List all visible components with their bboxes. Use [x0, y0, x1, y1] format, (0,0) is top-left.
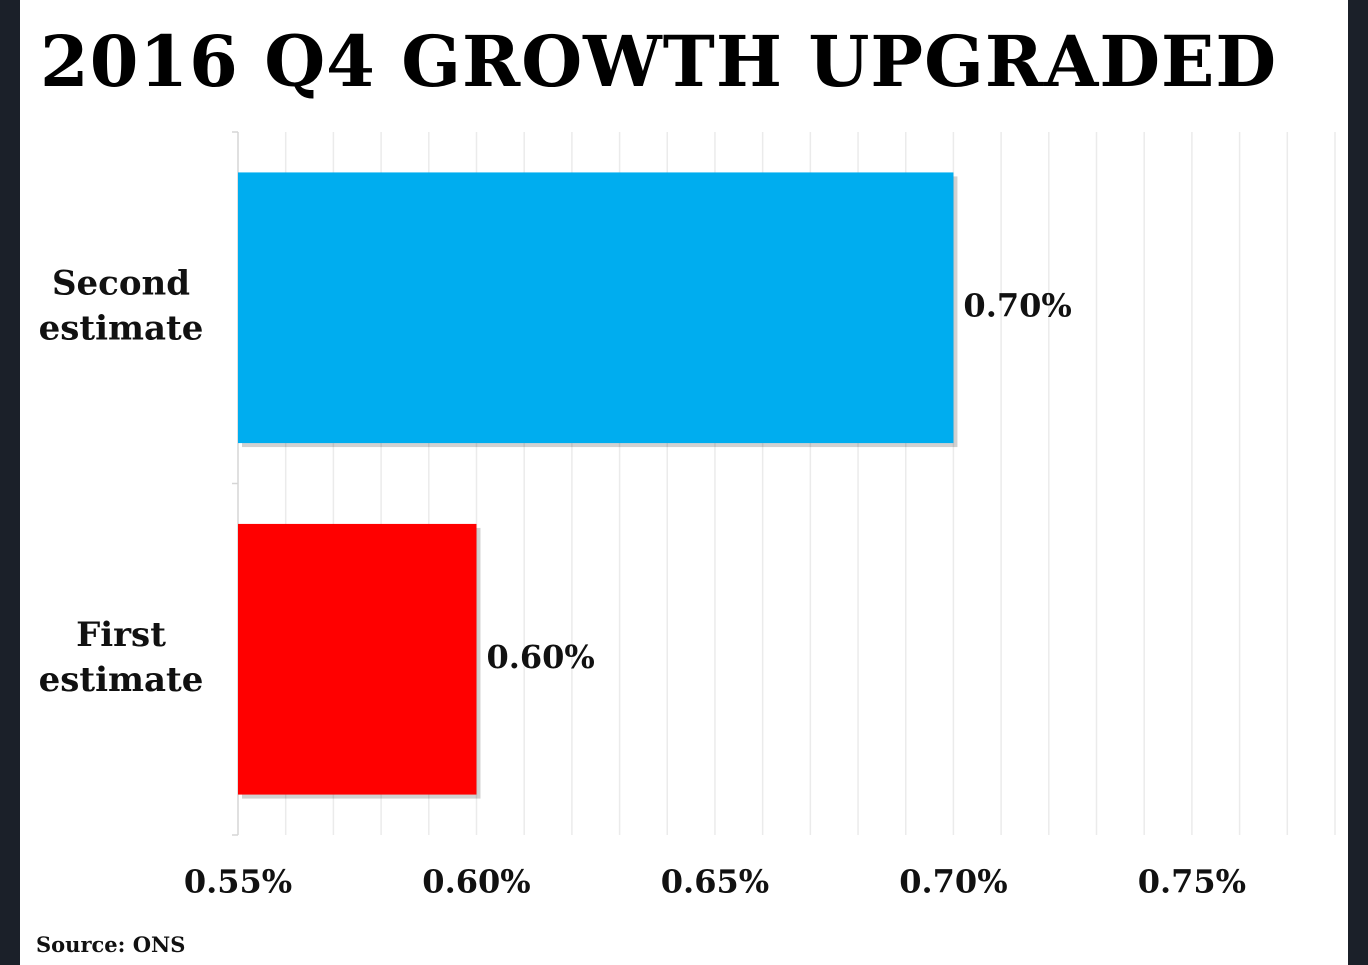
x-tick-label: 0.70%: [899, 863, 1007, 901]
chart-card: [20, 0, 1348, 965]
category-label: estimate: [39, 660, 204, 700]
bars: [238, 172, 958, 799]
x-tick-label: 0.75%: [1138, 863, 1246, 901]
y-axis: [232, 131, 239, 836]
x-tick-label: 0.60%: [422, 863, 530, 901]
category-label: First: [76, 615, 166, 655]
data-label: 0.70%: [963, 286, 1071, 324]
bar: [238, 172, 954, 444]
x-tick-label: 0.65%: [661, 863, 769, 901]
source-note: Source: ONS: [36, 932, 186, 957]
data-label: 0.60%: [486, 638, 594, 676]
category-label: estimate: [39, 308, 204, 348]
bar: [238, 523, 477, 795]
category-label: Second: [52, 263, 190, 303]
labels: 0.70% Second estimate 0.60% First estimate 0.5…: [39, 263, 1246, 900]
x-tick-label: 0.55%: [184, 863, 292, 901]
chart-title: 2016 Q4 GROWTH UPGRADED: [40, 20, 1278, 103]
